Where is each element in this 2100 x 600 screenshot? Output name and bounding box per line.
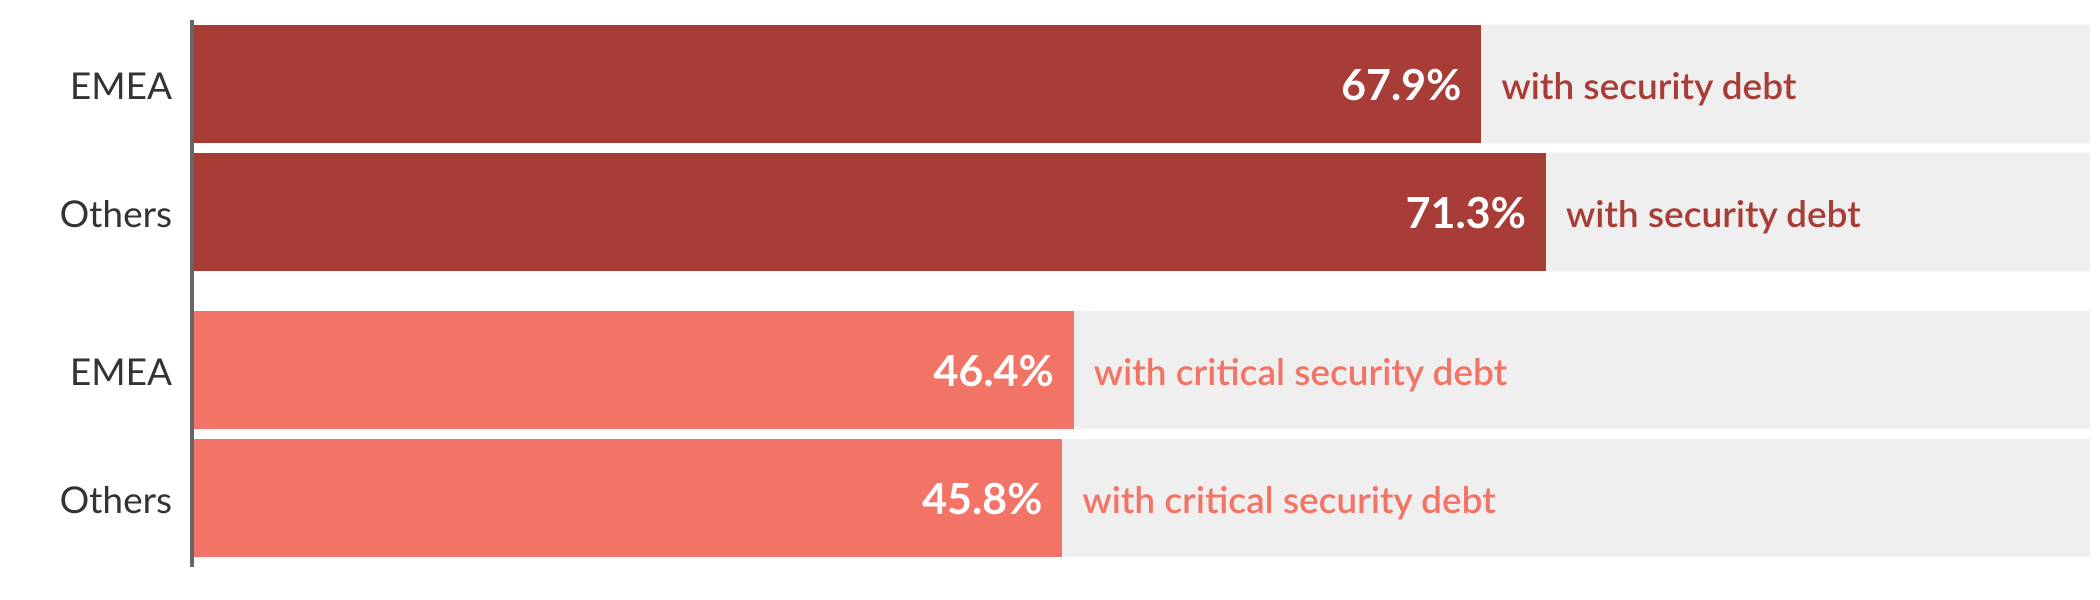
bar-description: with critical security debt <box>1074 311 1507 429</box>
y-axis-label: Others <box>0 153 190 271</box>
bar-value-label: 71.3% <box>1406 187 1546 238</box>
bar-description: with security debt <box>1546 153 1861 271</box>
bar-fill: 67.9% <box>194 25 1481 143</box>
bar-fill: 46.4% <box>194 311 1074 429</box>
bar-value-label: 67.9% <box>1341 59 1481 110</box>
bar-row: Others 45.8% with critical security debt <box>0 439 2100 557</box>
bar-value-label: 45.8% <box>922 473 1062 524</box>
y-axis-label: Others <box>0 439 190 557</box>
bar-description: with critical security debt <box>1062 439 1495 557</box>
bar-row: EMEA 67.9% with security debt <box>0 25 2100 143</box>
bar-fill: 45.8% <box>194 439 1062 557</box>
y-axis-label: EMEA <box>0 25 190 143</box>
bar-description: with security debt <box>1481 25 1796 143</box>
bar-value-label: 46.4% <box>933 345 1073 396</box>
bar-row: Others 71.3% with security debt <box>0 153 2100 271</box>
security-debt-bar-chart: EMEA 67.9% with security debt Others 71.… <box>0 0 2100 600</box>
bar-fill: 71.3% <box>194 153 1546 271</box>
y-axis-label: EMEA <box>0 311 190 429</box>
bar-row: EMEA 46.4% with critical security debt <box>0 311 2100 429</box>
